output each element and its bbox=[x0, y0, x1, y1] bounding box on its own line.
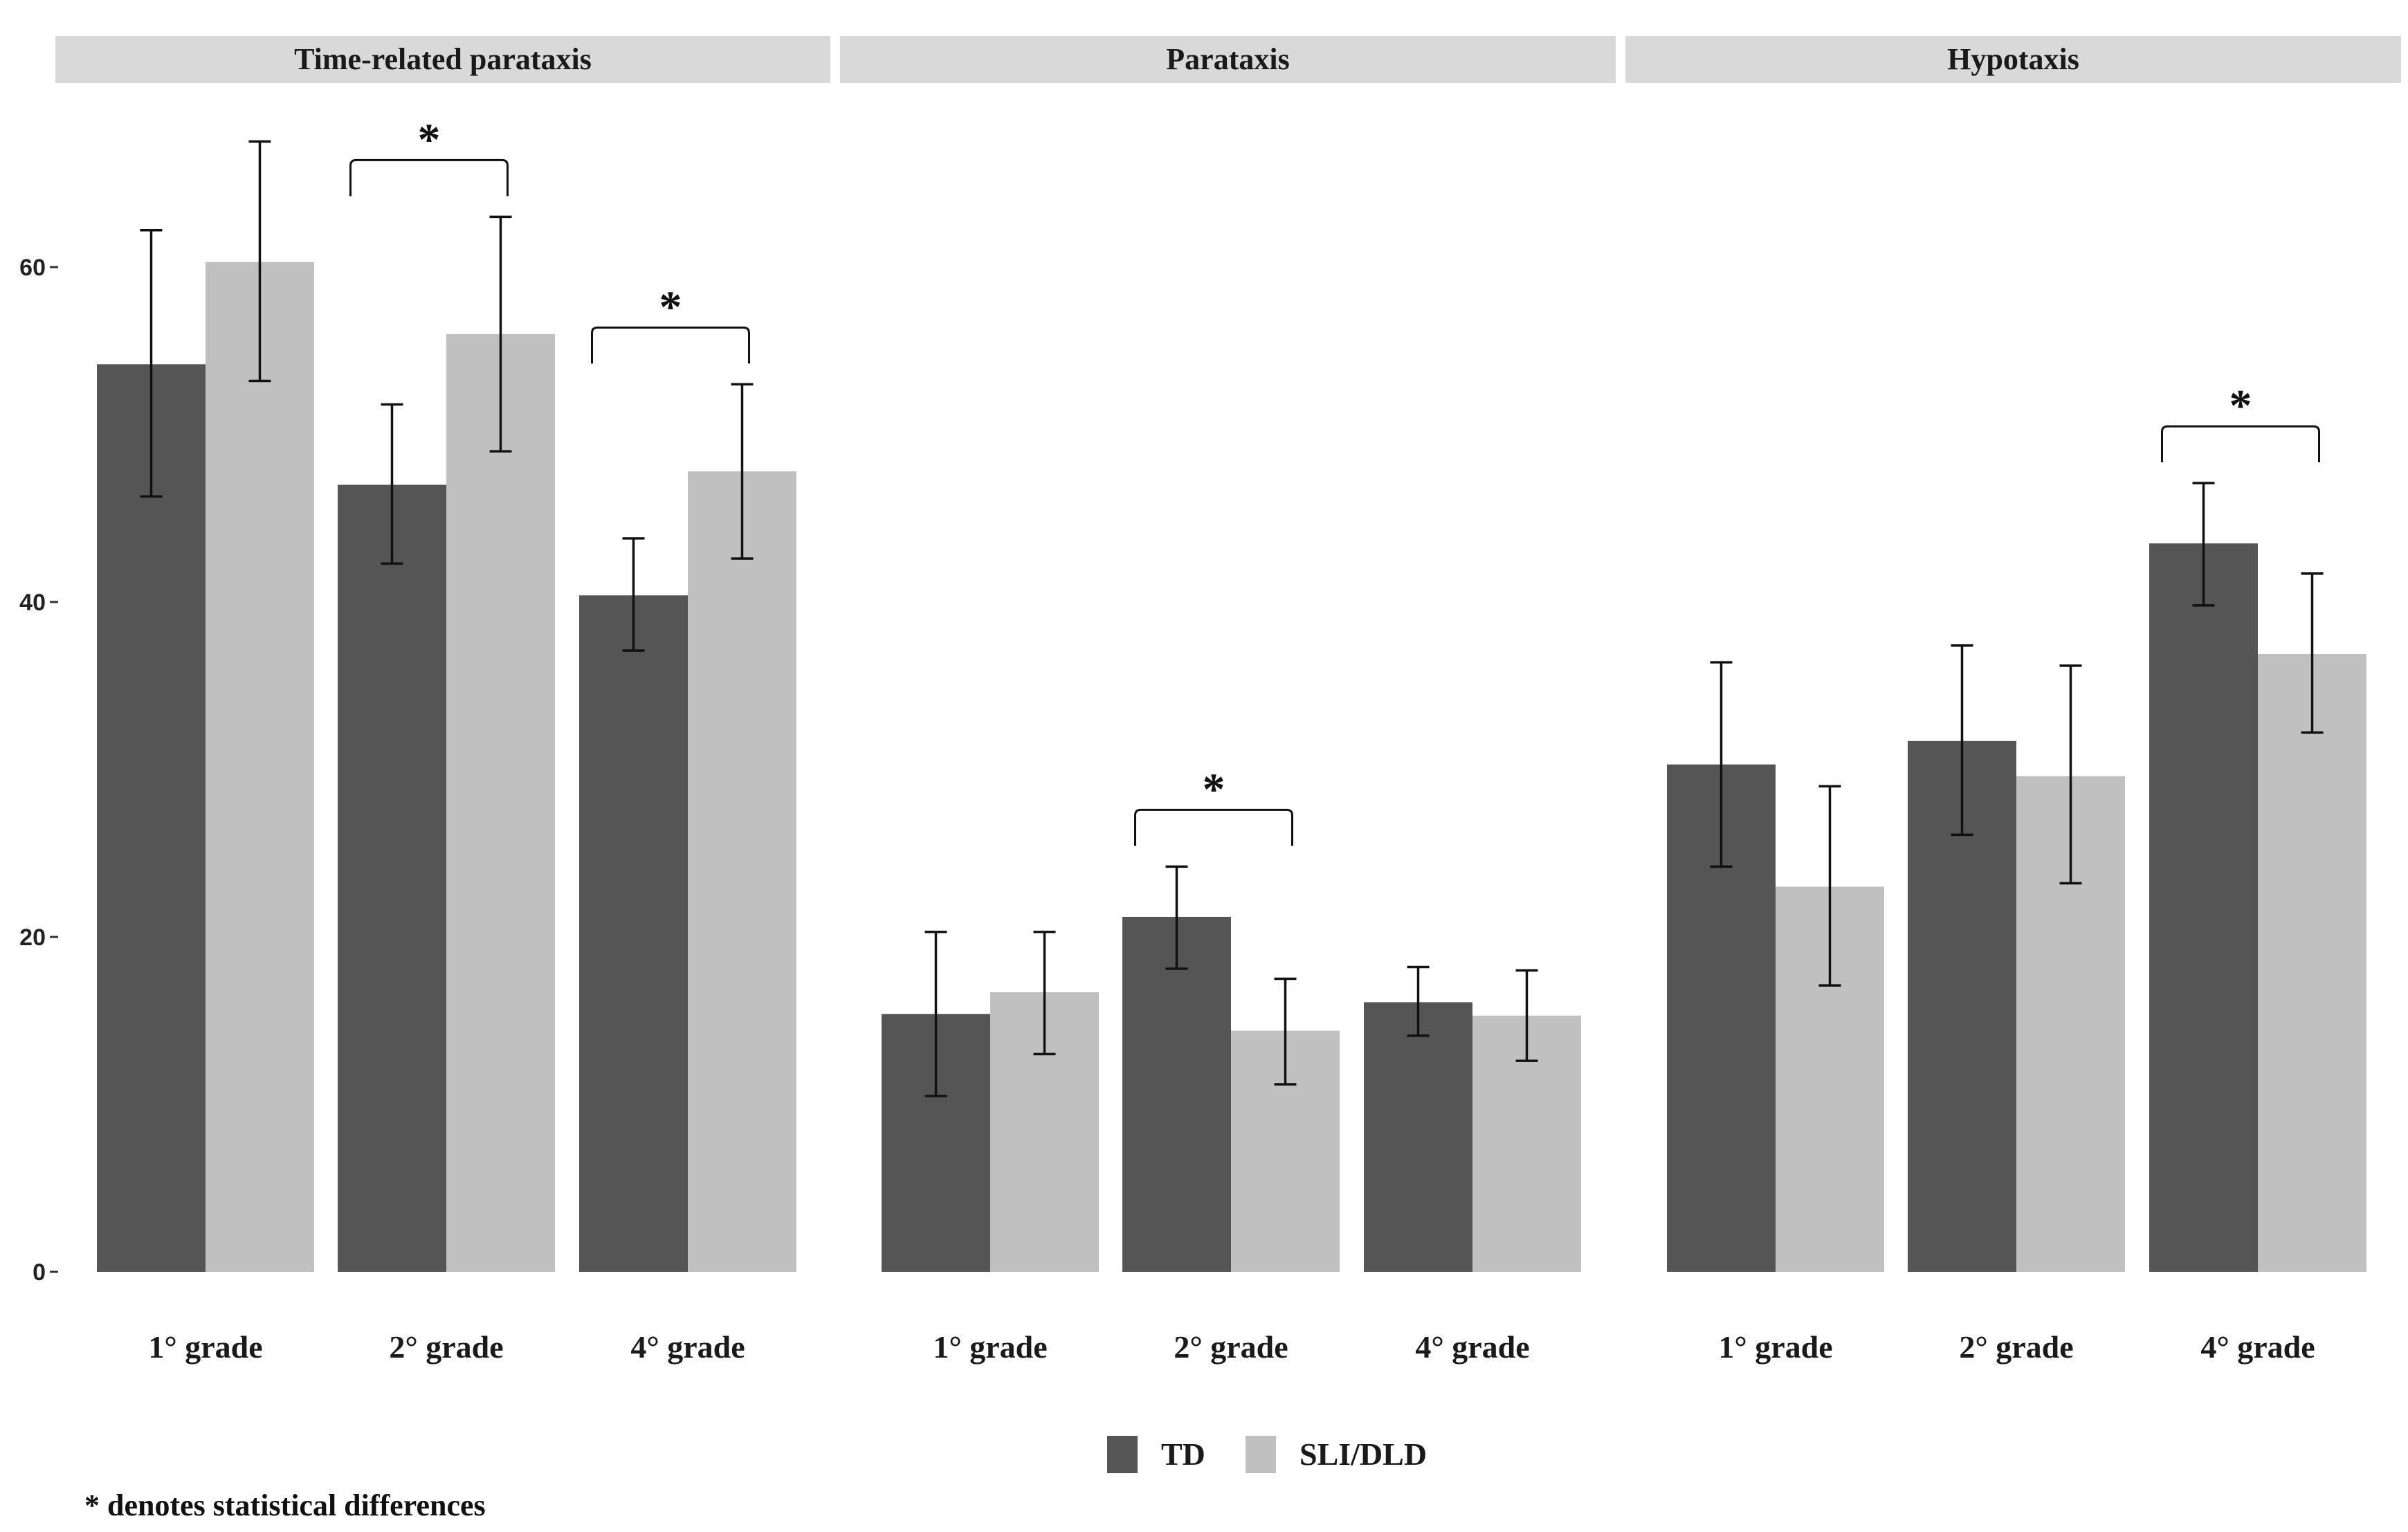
bar-time-related-parataxis-4-grade-td bbox=[579, 595, 688, 1272]
y-axis: 0 20 40 60 bbox=[19, 255, 58, 1286]
x-label-parataxis-2-grade: 2° grade bbox=[1174, 1329, 1288, 1365]
x-label-time-related-parataxis-4-grade: 4° grade bbox=[630, 1329, 745, 1365]
bar-time-related-parataxis-1-grade-td bbox=[97, 364, 206, 1272]
legend: TD SLI/DLD bbox=[1107, 1436, 1427, 1473]
significance-star: * bbox=[2229, 381, 2252, 431]
x-label-hypotaxis-2-grade: 2° grade bbox=[1959, 1329, 2073, 1365]
significance-bracket bbox=[591, 326, 750, 364]
significance-time-related-parataxis-2-grade: * bbox=[349, 114, 509, 197]
error-bar-hypotaxis-4-grade-sli-dld bbox=[2301, 572, 2324, 734]
legend-swatch bbox=[1246, 1436, 1276, 1473]
bar-time-related-parataxis-1-grade-sli-dld bbox=[206, 262, 314, 1272]
significance-bracket bbox=[1134, 808, 1293, 846]
panel-strips: Time-related parataxis Parataxis Hypotaxis bbox=[55, 36, 2401, 83]
y-tick-label: 20 bbox=[19, 924, 46, 951]
error-bar-time-related-parataxis-2-grade-td bbox=[381, 403, 403, 565]
legend-item-td: TD bbox=[1107, 1436, 1205, 1473]
panel-title-parataxis: Parataxis bbox=[1166, 42, 1289, 76]
bar-hypotaxis-4-grade-td bbox=[2149, 543, 2258, 1272]
x-label-hypotaxis-4-grade: 4° grade bbox=[2200, 1329, 2315, 1365]
y-tick-label: 40 bbox=[19, 590, 46, 616]
error-bars bbox=[140, 140, 2324, 1097]
significance-star: * bbox=[418, 114, 441, 165]
x-label-time-related-parataxis-2-grade: 2° grade bbox=[389, 1329, 503, 1365]
error-bar-parataxis-2-grade-sli-dld bbox=[1274, 977, 1297, 1086]
panel-title-time-related-parataxis: Time-related parataxis bbox=[294, 42, 592, 76]
bar-hypotaxis-4-grade-sli-dld bbox=[2258, 654, 2366, 1272]
bar-time-related-parataxis-2-grade-td bbox=[338, 484, 446, 1272]
error-bar-hypotaxis-2-grade-td bbox=[1951, 644, 1973, 837]
x-label-time-related-parataxis-1-grade: 1° grade bbox=[148, 1329, 262, 1365]
error-bar-parataxis-4-grade-td bbox=[1407, 965, 1430, 1037]
bars bbox=[97, 262, 2366, 1272]
legend-label: TD bbox=[1161, 1437, 1205, 1472]
bar-parataxis-2-grade-td bbox=[1122, 916, 1231, 1272]
significance-brackets: * * * * bbox=[349, 114, 2320, 846]
error-bar-parataxis-4-grade-sli-dld bbox=[1515, 969, 1538, 1062]
error-bar-time-related-parataxis-1-grade-td bbox=[140, 229, 163, 498]
error-bar-hypotaxis-4-grade-td bbox=[2192, 482, 2215, 607]
error-bar-parataxis-1-grade-td bbox=[924, 930, 947, 1097]
significance-bracket bbox=[349, 158, 509, 197]
error-bar-hypotaxis-1-grade-sli-dld bbox=[1818, 785, 1841, 987]
x-label-parataxis-4-grade: 4° grade bbox=[1415, 1329, 1529, 1365]
error-bar-time-related-parataxis-2-grade-sli-dld bbox=[489, 215, 512, 453]
error-bar-time-related-parataxis-4-grade-sli-dld bbox=[731, 383, 754, 560]
strip-time-related-parataxis bbox=[55, 36, 830, 83]
error-bar-parataxis-2-grade-td bbox=[1165, 865, 1188, 970]
y-tick-label: 60 bbox=[19, 255, 46, 281]
significance-bracket bbox=[2161, 425, 2320, 463]
error-bar-parataxis-1-grade-sli-dld bbox=[1033, 930, 1056, 1056]
x-label-hypotaxis-1-grade: 1° grade bbox=[1718, 1329, 1832, 1365]
bar-parataxis-4-grade-td bbox=[1364, 1002, 1472, 1272]
x-axis-labels: 1° grade 2° grade 4° grade 1° grade 2° grade… bbox=[148, 1329, 2315, 1365]
bar-time-related-parataxis-4-grade-sli-dld bbox=[688, 471, 796, 1272]
footnote: * denotes statistical differences bbox=[84, 1488, 486, 1522]
legend-swatch bbox=[1107, 1436, 1138, 1473]
strip-hypotaxis bbox=[1625, 36, 2401, 83]
panel-title-hypotaxis: Hypotaxis bbox=[1947, 42, 2079, 76]
error-bar-hypotaxis-1-grade-td bbox=[1710, 661, 1733, 868]
bar-time-related-parataxis-2-grade-sli-dld bbox=[446, 334, 555, 1272]
legend-label: SLI/DLD bbox=[1299, 1437, 1427, 1472]
significance-parataxis-2-grade: * bbox=[1134, 764, 1293, 846]
error-bar-hypotaxis-2-grade-sli-dld bbox=[2059, 664, 2082, 885]
error-bar-time-related-parataxis-1-grade-sli-dld bbox=[248, 140, 271, 383]
y-tick-label: 0 bbox=[33, 1259, 46, 1286]
error-bar-time-related-parataxis-4-grade-td bbox=[622, 537, 645, 652]
significance-time-related-parataxis-4-grade: * bbox=[591, 282, 750, 364]
legend-item-sli-dld: SLI/DLD bbox=[1246, 1436, 1427, 1473]
significance-star: * bbox=[1203, 764, 1225, 814]
strip-parataxis bbox=[840, 36, 1616, 83]
significance-star: * bbox=[659, 282, 682, 332]
significance-hypotaxis-4-grade: * bbox=[2161, 381, 2320, 463]
x-label-parataxis-1-grade: 1° grade bbox=[933, 1329, 1047, 1365]
